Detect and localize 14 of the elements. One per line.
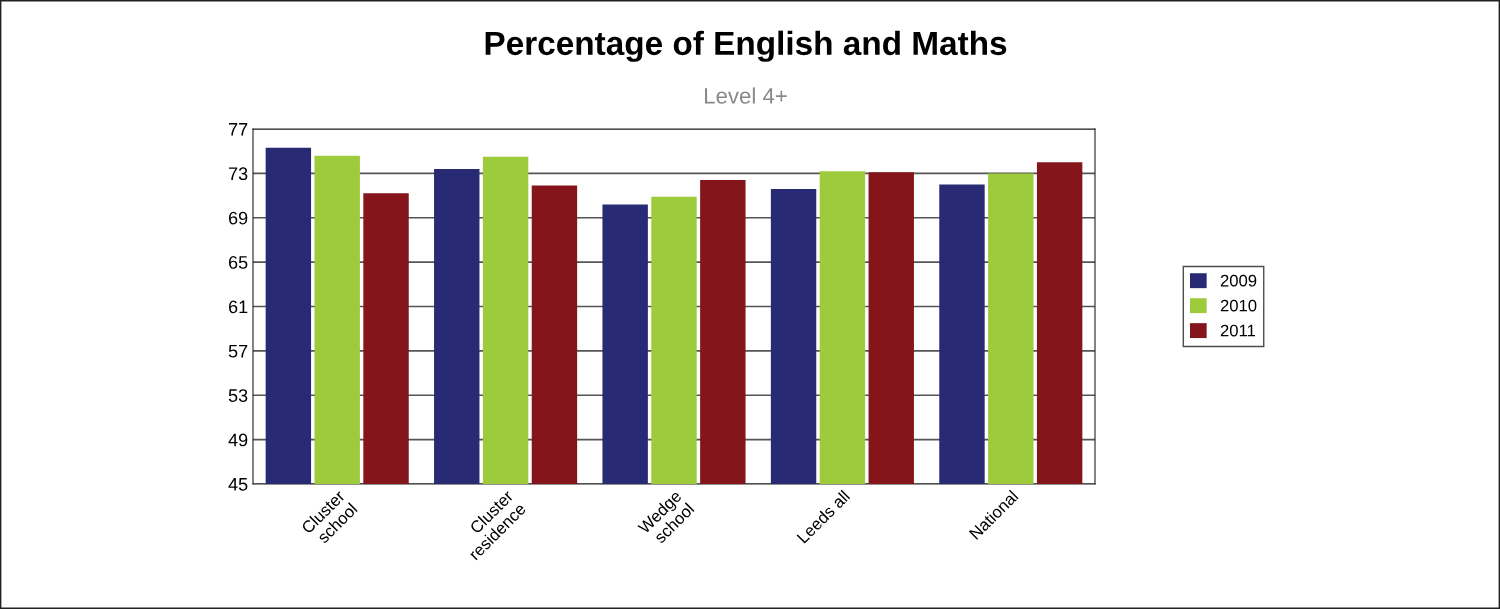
y-tick-label: 53 [228, 389, 248, 402]
legend-label: 2009 [1220, 274, 1257, 287]
y-tick-label: 73 [228, 167, 248, 181]
y-tick-label: 77 [228, 123, 248, 136]
y-tick-label: 69 [228, 211, 248, 225]
y-tick-label: 65 [228, 256, 248, 269]
y-tick-label: 61 [228, 300, 248, 314]
chart-subtitle: Level 4+ [705, 87, 787, 104]
y-tick-label: 57 [228, 345, 248, 358]
y-tick-label: 45 [228, 478, 248, 491]
legend-label: 2011 [1220, 324, 1256, 337]
y-tick-label: 49 [228, 433, 248, 447]
chart-title: Percentage of English and Maths [485, 30, 1007, 62]
legend-label: 2010 [1220, 299, 1257, 312]
